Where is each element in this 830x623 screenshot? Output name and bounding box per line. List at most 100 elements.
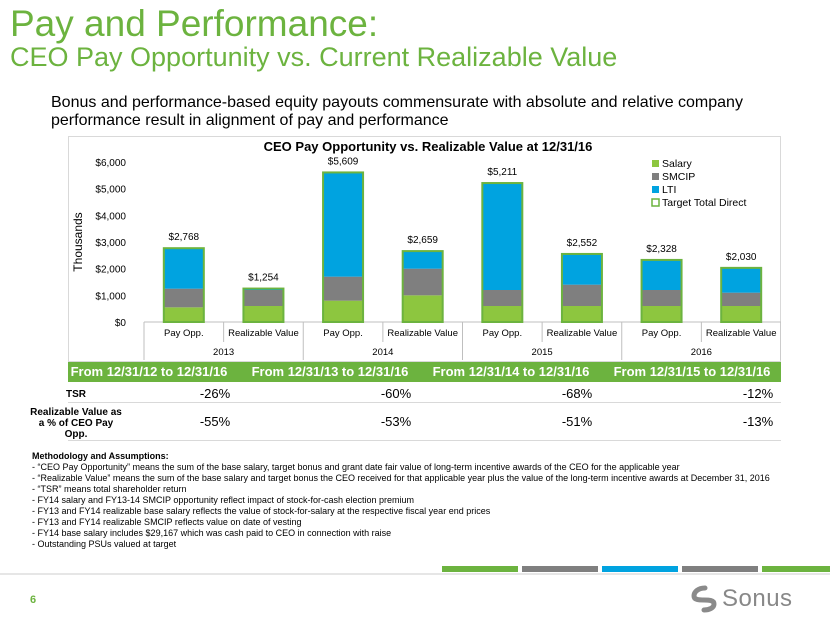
period-4: From 12/31/15 to 12/31/16 [613, 364, 771, 379]
methodology-notes: Methodology and Assumptions: - “CEO Pay … [32, 451, 812, 550]
bar-segment-lti [721, 267, 762, 293]
footer-deco-bar [682, 566, 758, 572]
bar-segment-lti [482, 183, 523, 290]
x-tick-label: Pay Opp. [483, 328, 523, 339]
slide-title: Pay and Performance: [10, 3, 379, 44]
target-total-outline [481, 182, 524, 324]
target-total-outline [720, 266, 763, 324]
data-label: $2,768 [169, 232, 200, 243]
bar-segment-lti [323, 172, 364, 277]
bar-segment-smcip [721, 292, 762, 306]
x-tick-label: Pay Opp. [323, 328, 363, 339]
x-tick-label: Realizable Value [547, 328, 618, 339]
note-item: - “TSR” means total shareholder return [32, 484, 187, 494]
y-tick-label: $6,000 [95, 158, 126, 169]
note-item: - “CEO Pay Opportunity” means the sum of… [32, 462, 680, 472]
realizable-value: -51% [561, 414, 593, 429]
bar-segment-lti [641, 259, 682, 290]
realizable-value: -13% [742, 414, 774, 429]
x-tick-label: Realizable Value [228, 328, 299, 339]
tsr-value: -60% [380, 386, 412, 401]
target-total-outline [560, 252, 603, 323]
legend-swatch [652, 173, 659, 180]
page-number: 6 [30, 594, 37, 606]
legend-label: Target Total Direct [662, 197, 747, 209]
bar-segment-salary [323, 300, 364, 322]
note-item: - “Realizable Value” means the sum of th… [32, 473, 770, 483]
target-total-outline [322, 171, 365, 323]
x-group-label: 2015 [532, 347, 553, 358]
legend-label: LTI [662, 184, 676, 196]
y-tick-label: $4,000 [95, 211, 126, 222]
tsr-value: -26% [199, 386, 231, 401]
realizable-row-label: Realizable Value as a % of CEO Pay Opp. [30, 407, 122, 440]
period-2: From 12/31/13 to 12/31/16 [251, 364, 409, 379]
note-item: - FY14 salary and FY13-14 SMCIP opportun… [32, 495, 414, 505]
period-3: From 12/31/14 to 12/31/16 [432, 364, 590, 379]
bar-segment-smcip [561, 284, 602, 306]
tsr-value: -12% [742, 386, 774, 401]
y-tick-label: $5,000 [95, 185, 126, 196]
realizable-value: -53% [380, 414, 412, 429]
bar-segment-smcip [402, 268, 443, 296]
sonus-logo-text: Sonus [722, 585, 793, 612]
footer-deco-bar [602, 566, 678, 572]
x-group-label: 2014 [372, 347, 393, 358]
note-item: - FY14 base salary includes $29,167 whic… [32, 528, 392, 538]
bar-segment-salary [641, 306, 682, 322]
lead-text: Bonus and performance-based equity payou… [51, 94, 743, 129]
data-label: $5,609 [328, 156, 359, 167]
legend-swatch [651, 198, 660, 207]
bar-segment-smcip [163, 288, 204, 308]
data-label: $2,659 [407, 235, 438, 246]
data-label: $1,254 [248, 273, 279, 284]
slide-subtitle: CEO Pay Opportunity vs. Current Realizab… [10, 42, 618, 72]
realizable-value: -55% [199, 414, 231, 429]
x-group-label: 2013 [213, 347, 234, 358]
bar-segment-salary [721, 306, 762, 322]
footer-deco-bar [442, 566, 518, 572]
data-label: $5,211 [487, 167, 517, 178]
target-total-outline [162, 247, 205, 323]
legend-swatch [652, 186, 659, 193]
footer-divider [0, 573, 830, 575]
notes-heading: Methodology and Assumptions: [32, 451, 169, 461]
note-item: - FY13 and FY14 realizable SMCIP reflect… [32, 517, 302, 527]
bar-segment-salary [243, 306, 284, 322]
bar-segment-smcip [323, 276, 364, 301]
bar-segment-lti [402, 251, 443, 269]
x-tick-label: Pay Opp. [164, 328, 204, 339]
bar-segment-salary [482, 306, 523, 322]
period-1: From 12/31/12 to 12/31/16 [70, 364, 228, 379]
sonus-logo-icon [691, 585, 717, 613]
bar-segment-smcip [243, 290, 284, 306]
bar-segment-smcip [482, 290, 523, 306]
bar-segment-lti [561, 253, 602, 285]
x-tick-label: Realizable Value [387, 328, 458, 339]
data-label: $2,552 [567, 238, 598, 249]
y-tick-label: $1,000 [95, 291, 126, 302]
target-total-outline [640, 258, 683, 323]
y-tick-label: $2,000 [95, 265, 126, 276]
footer-deco-bar [522, 566, 598, 572]
bar-segment-smcip [641, 290, 682, 306]
y-axis-label: Thousands [71, 212, 85, 271]
note-item: - FY13 and FY14 realizable base salary r… [32, 506, 491, 516]
y-tick-label: $3,000 [95, 238, 126, 249]
bar-segment-salary [561, 306, 602, 322]
legend-swatch [652, 160, 659, 167]
data-label: $2,328 [646, 244, 677, 255]
footer-deco-bar [762, 566, 830, 572]
table-divider [68, 402, 781, 403]
bar-segment-lti [163, 248, 204, 289]
legend-label: Salary [662, 158, 693, 170]
tsr-row-label: TSR [66, 389, 86, 400]
bar-segment-salary [402, 295, 443, 322]
x-tick-label: Pay Opp. [642, 328, 682, 339]
x-tick-label: Realizable Value [706, 328, 777, 339]
tsr-value: -68% [561, 386, 593, 401]
target-total-outline [401, 250, 444, 323]
note-item: - Outstanding PSUs valued at target [32, 539, 177, 549]
data-label: $2,030 [726, 252, 757, 263]
legend-label: SMCIP [662, 171, 695, 183]
